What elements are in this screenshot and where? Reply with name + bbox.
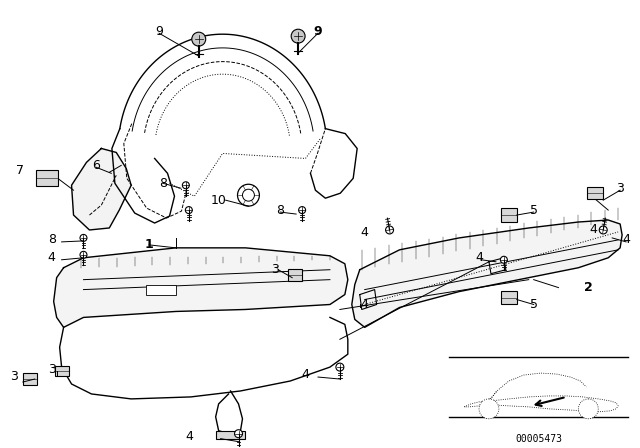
Circle shape (182, 182, 189, 189)
Circle shape (385, 226, 394, 234)
Circle shape (291, 29, 305, 43)
Text: 8: 8 (276, 203, 284, 216)
Circle shape (500, 256, 508, 263)
Bar (23, 373, 36, 385)
Text: 10: 10 (211, 194, 227, 207)
Text: 4: 4 (185, 430, 193, 443)
Text: 4: 4 (361, 226, 369, 239)
Text: 4: 4 (589, 224, 597, 237)
Circle shape (479, 399, 499, 419)
Text: 00005473: 00005473 (515, 434, 562, 444)
Text: 4: 4 (48, 251, 56, 264)
Text: 5: 5 (530, 298, 538, 311)
Text: 9: 9 (155, 25, 163, 38)
Circle shape (80, 234, 87, 241)
Circle shape (243, 189, 255, 201)
Text: 4: 4 (475, 251, 483, 264)
Bar (36, 170, 58, 186)
Circle shape (336, 363, 344, 371)
Circle shape (599, 226, 607, 234)
Text: 3: 3 (271, 263, 279, 276)
Text: 3: 3 (48, 362, 56, 375)
Bar (146, 284, 176, 294)
Text: 6: 6 (92, 159, 100, 172)
Text: 9: 9 (314, 25, 323, 38)
Text: 5: 5 (530, 203, 538, 216)
Bar (54, 366, 68, 376)
Circle shape (192, 32, 205, 46)
Text: 3: 3 (10, 370, 18, 383)
Text: 8: 8 (47, 233, 56, 246)
Bar (501, 291, 516, 305)
Bar (501, 208, 516, 222)
Text: 2: 2 (584, 281, 593, 294)
Text: 8: 8 (159, 177, 167, 190)
Text: 4: 4 (361, 298, 369, 311)
Bar (588, 187, 604, 199)
Circle shape (80, 251, 87, 258)
Circle shape (579, 399, 598, 419)
FancyBboxPatch shape (216, 431, 246, 439)
Circle shape (186, 207, 192, 214)
Polygon shape (54, 248, 348, 327)
Text: 7: 7 (16, 164, 24, 177)
Polygon shape (72, 148, 131, 230)
Circle shape (234, 430, 243, 438)
Text: 4: 4 (622, 233, 630, 246)
Circle shape (237, 184, 259, 206)
Polygon shape (352, 220, 622, 327)
Bar (288, 269, 302, 280)
Text: 3: 3 (616, 182, 624, 195)
Text: 4: 4 (301, 367, 309, 380)
Text: 1: 1 (145, 238, 154, 251)
Circle shape (299, 207, 305, 214)
